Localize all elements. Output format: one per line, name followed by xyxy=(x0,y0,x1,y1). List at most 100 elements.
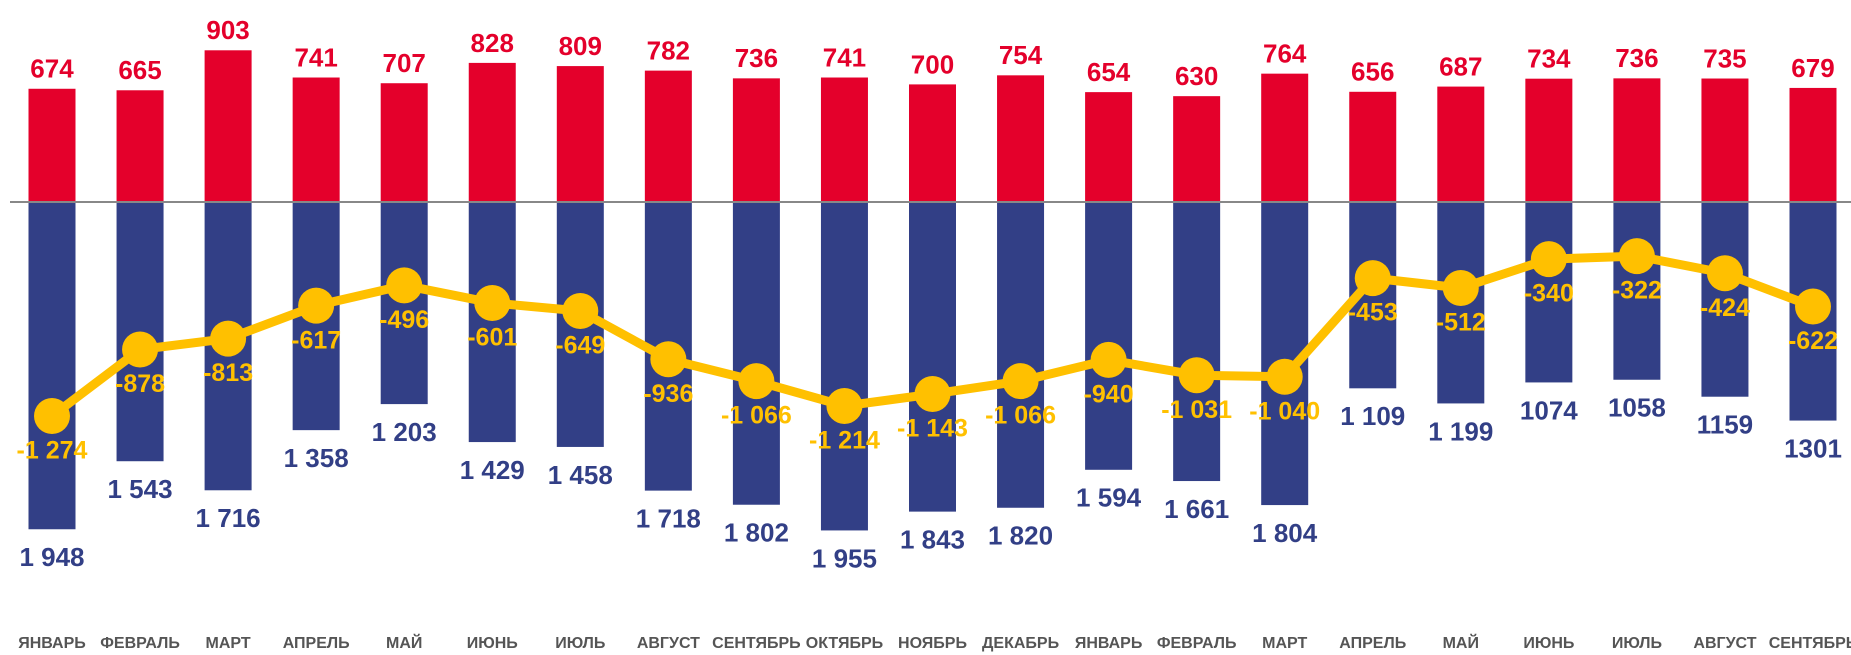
x-tick-label: НОЯБРЬ xyxy=(898,635,967,652)
outflow-label: 1 543 xyxy=(108,474,173,504)
inflow-bar xyxy=(28,88,76,202)
outflow-label: 1 429 xyxy=(460,455,525,485)
x-tick-label: МАРТ xyxy=(206,635,251,652)
x-tick-label: МАЙ xyxy=(1443,633,1479,652)
outflow-bar xyxy=(997,202,1045,508)
balance-label: -936 xyxy=(643,380,693,408)
balance-point xyxy=(1530,241,1567,278)
outflow-label: 1058 xyxy=(1608,393,1666,423)
balance-label: -1 143 xyxy=(897,415,968,443)
inflow-label: 741 xyxy=(294,42,337,72)
inflow-label: 707 xyxy=(383,48,426,78)
inflow-bar xyxy=(1701,78,1749,202)
inflow-bar xyxy=(1437,86,1485,202)
inflow-label: 782 xyxy=(647,35,690,65)
inflow-bar xyxy=(556,66,604,202)
balance-point xyxy=(738,363,775,400)
inflow-bar xyxy=(380,83,428,202)
x-tick-label: АВГУСТ xyxy=(637,635,700,652)
outflow-bar xyxy=(820,202,868,531)
outflow-label: 1 358 xyxy=(284,443,349,473)
x-tick-label: АПРЕЛЬ xyxy=(1339,635,1406,652)
outflow-bar xyxy=(1173,202,1221,482)
outflow-label: 1159 xyxy=(1697,410,1753,440)
outflow-label: 1 843 xyxy=(900,524,965,554)
outflow-label: 1 594 xyxy=(1076,483,1142,513)
x-tick-label: ДЕКАБРЬ xyxy=(982,635,1059,652)
outflow-label: 1 203 xyxy=(372,417,437,447)
x-tick-label: СЕНТЯБРЬ xyxy=(1769,635,1851,652)
inflow-bar xyxy=(644,70,692,203)
balance-label: -1 040 xyxy=(1249,397,1320,425)
x-tick-label: ЯНВАРЬ xyxy=(1075,635,1143,652)
balance-point xyxy=(650,341,687,378)
inflow-label: 735 xyxy=(1703,43,1746,73)
balance-label: -813 xyxy=(203,359,253,387)
inflow-label: 656 xyxy=(1351,57,1394,87)
balance-label: -1 031 xyxy=(1161,396,1232,424)
balance-label: -496 xyxy=(379,306,429,334)
outflow-label: 1 948 xyxy=(19,542,84,572)
balance-point xyxy=(1178,357,1215,394)
balance-label: -601 xyxy=(467,324,517,352)
inflow-label: 630 xyxy=(1175,61,1218,91)
inflow-label: 754 xyxy=(999,40,1043,70)
inflow-label: 700 xyxy=(911,49,954,79)
outflow-label: 1301 xyxy=(1784,433,1842,463)
outflow-bar xyxy=(28,202,76,530)
x-tick-label: ЯНВАРЬ xyxy=(18,635,86,652)
outflow-bar xyxy=(1701,202,1749,397)
inflow-label: 903 xyxy=(206,15,249,45)
inflow-bar xyxy=(292,77,340,202)
balance-label: -1 214 xyxy=(809,427,880,455)
inflow-label: 764 xyxy=(1263,39,1307,69)
inflow-label: 687 xyxy=(1439,51,1482,81)
balance-point xyxy=(34,398,70,435)
inflow-label: 734 xyxy=(1527,44,1571,74)
balance-label: -622 xyxy=(1788,327,1838,355)
inflow-bar xyxy=(732,78,780,202)
balance-point xyxy=(562,293,599,330)
outflow-label: 1 199 xyxy=(1428,416,1493,446)
inflow-label: 828 xyxy=(471,28,514,58)
outflow-bar xyxy=(1613,202,1661,380)
balance-point xyxy=(1090,341,1127,378)
inflow-bar xyxy=(1349,91,1397,202)
balance-label: -340 xyxy=(1524,280,1574,308)
outflow-label: 1 802 xyxy=(724,518,789,548)
x-tick-label: ФЕВРАЛЬ xyxy=(100,635,180,652)
balance-point xyxy=(1354,260,1391,297)
balance-label: -617 xyxy=(291,326,341,354)
balance-point xyxy=(1706,255,1743,292)
balance-point xyxy=(1002,363,1039,400)
balance-label: -424 xyxy=(1700,294,1750,322)
balance-label: -940 xyxy=(1084,381,1134,409)
inflow-label: 736 xyxy=(735,43,778,73)
balance-label: -649 xyxy=(555,332,605,360)
inflow-bar xyxy=(1261,73,1309,202)
outflow-bar xyxy=(732,202,780,505)
balance-point xyxy=(1442,270,1479,307)
balance-label: -1 066 xyxy=(985,402,1056,430)
balance-point xyxy=(1266,358,1303,395)
outflow-label: 1 661 xyxy=(1164,494,1229,524)
inflow-label: 665 xyxy=(118,55,161,85)
outflow-label: 1 716 xyxy=(196,503,261,533)
outflow-bar xyxy=(909,202,956,512)
outflow-label: 1 109 xyxy=(1340,401,1405,431)
outflow-label: 1 718 xyxy=(636,503,701,533)
outflow-bar xyxy=(1085,202,1133,470)
balance-label: -878 xyxy=(115,370,165,398)
inflow-bar xyxy=(468,62,516,203)
inflow-label: 809 xyxy=(559,31,602,61)
x-tick-label: АПРЕЛЬ xyxy=(283,635,350,652)
x-tick-label: ОКТЯБРЬ xyxy=(806,635,883,652)
x-tick-label: АВГУСТ xyxy=(1693,635,1756,652)
x-tick-label: СЕНТЯБРЬ xyxy=(712,635,801,652)
inflow-bar xyxy=(204,50,252,202)
inflow-bar xyxy=(997,75,1045,202)
outflow-bar xyxy=(1525,202,1573,383)
outflow-label: 1 955 xyxy=(812,543,877,573)
inflow-label: 679 xyxy=(1791,53,1834,83)
